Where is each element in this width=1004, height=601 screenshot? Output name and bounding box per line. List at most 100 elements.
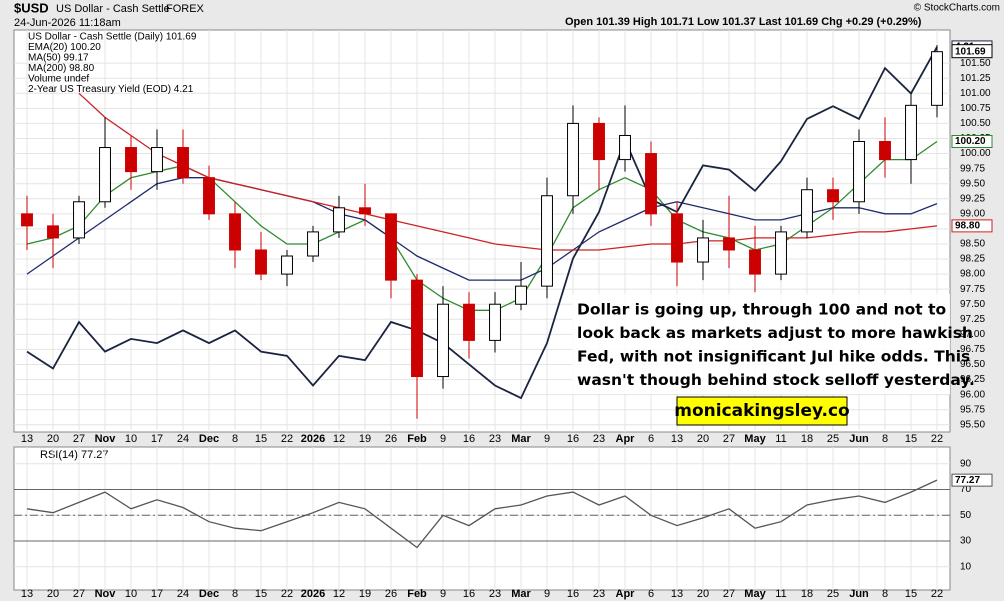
candle-body xyxy=(229,213,241,251)
quote: Open 101.39 High 101.71 Low 101.37 Last … xyxy=(565,16,922,28)
y-tick-label: 97.25 xyxy=(960,314,985,325)
x-tick-label: 20 xyxy=(47,433,59,445)
candle-body xyxy=(255,249,267,275)
x-tick-label: 19 xyxy=(359,433,371,445)
y-tick-label: 97.50 xyxy=(960,299,985,310)
candle-body xyxy=(515,285,527,305)
x-tick-label: 17 xyxy=(151,588,163,600)
x-tick-label: 25 xyxy=(827,433,839,445)
x-tick-label: 8 xyxy=(232,433,238,445)
date: 24-Jun-2026 11:18am xyxy=(14,17,121,29)
candle-body xyxy=(749,249,761,275)
candle-body xyxy=(437,303,449,378)
candle-body xyxy=(99,147,111,203)
x-tick-label: Apr xyxy=(616,433,636,445)
value-tag-label: 98.80 xyxy=(955,221,980,232)
annotation-line: wasn't though behind stock selloff yeste… xyxy=(577,371,975,389)
x-tick-label: 9 xyxy=(544,588,550,600)
x-tick-label: 22 xyxy=(931,433,943,445)
x-tick-label: 27 xyxy=(73,588,85,600)
badge-bg xyxy=(676,396,848,426)
x-tick-label: Mar xyxy=(511,588,531,600)
series-line xyxy=(78,92,938,251)
annotation-line: look back as markets adjust to more hawk… xyxy=(577,324,973,342)
candle-body xyxy=(73,201,85,239)
y-tick-label: 95.75 xyxy=(960,404,985,415)
value-tag-label: 100.20 xyxy=(955,136,986,147)
x-tick-label: Dec xyxy=(199,588,219,600)
candle-body xyxy=(203,177,215,215)
y-tick-label: 100.75 xyxy=(960,103,991,114)
x-tick-label: Nov xyxy=(95,588,117,600)
x-tick-label: 26 xyxy=(385,433,397,445)
x-tick-label: 25 xyxy=(827,588,839,600)
y-tick-label: 99.50 xyxy=(960,178,985,189)
candle-body xyxy=(177,147,189,179)
x-tick-label: 22 xyxy=(281,588,293,600)
value-tag-label: 101.69 xyxy=(955,46,986,57)
x-tick-label: 12 xyxy=(333,588,345,600)
x-tick-label: 18 xyxy=(801,588,813,600)
x-tick-label: 22 xyxy=(931,588,943,600)
candle-body xyxy=(21,213,33,227)
candle-body xyxy=(931,51,943,106)
x-tick-label: 23 xyxy=(593,433,605,445)
x-tick-label: 16 xyxy=(567,433,579,445)
value-tag xyxy=(951,473,993,487)
y-tick-label: 97.75 xyxy=(960,284,985,295)
y-tick-label: 101.25 xyxy=(960,73,991,84)
legend-entry: MA(200) 98.80 xyxy=(28,63,95,74)
y-tick-label: 96.75 xyxy=(960,344,985,355)
credit: © StockCharts.com xyxy=(914,3,1000,14)
x-tick-label: 16 xyxy=(567,588,579,600)
x-tick-label: 13 xyxy=(671,433,683,445)
x-tick-label: 13 xyxy=(671,588,683,600)
y-tick-label: 98.00 xyxy=(960,269,985,280)
candle-body xyxy=(853,140,865,203)
candle-body xyxy=(307,231,319,257)
candle-body xyxy=(567,122,579,197)
x-tick-label: 2026 xyxy=(301,433,325,445)
x-tick-label: 8 xyxy=(882,588,888,600)
x-tick-label: Jun xyxy=(849,433,869,445)
x-tick-label: 27 xyxy=(73,433,85,445)
x-tick-label: 23 xyxy=(489,433,501,445)
candle-body xyxy=(645,153,657,215)
x-tick-label: 17 xyxy=(151,433,163,445)
annotation-bg xyxy=(572,294,950,394)
y-tick-label: 30 xyxy=(960,536,972,547)
candle-body xyxy=(359,207,371,215)
x-tick-label: 12 xyxy=(333,433,345,445)
candle-body xyxy=(801,189,813,233)
legend-entry: US Dollar - Cash Settle (Daily) 101.69 xyxy=(28,32,197,43)
x-tick-label: May xyxy=(744,588,766,600)
y-tick-label: 96.25 xyxy=(960,374,985,385)
legend-entry: MA(50) 99.17 xyxy=(28,53,89,64)
x-tick-label: 9 xyxy=(544,433,550,445)
y-tick-label: 95.50 xyxy=(960,419,985,430)
x-tick-label: 6 xyxy=(648,588,654,600)
candle-body xyxy=(385,213,397,281)
annotation-line: Fed, with not insignificant Jul hike odd… xyxy=(577,348,970,366)
x-tick-label: 10 xyxy=(125,588,137,600)
rsi-panel xyxy=(13,446,951,591)
rsi-title: RSI(14) 77.27 xyxy=(40,449,108,461)
x-tick-label: 15 xyxy=(255,588,267,600)
candle-body xyxy=(47,225,59,239)
candle-body xyxy=(281,255,293,275)
candle-body xyxy=(697,237,709,263)
y-tick-label: 99.25 xyxy=(960,193,985,204)
x-tick-label: 11 xyxy=(775,433,786,445)
candle-body xyxy=(463,303,475,341)
instrument-name: US Dollar - Cash Settle xyxy=(56,3,170,15)
candle-body xyxy=(723,237,735,251)
y-tick-label: 96.50 xyxy=(960,359,985,370)
x-tick-label: 2026 xyxy=(301,588,325,600)
value-tag xyxy=(951,134,993,148)
x-tick-label: 20 xyxy=(697,433,709,445)
x-tick-label: 27 xyxy=(723,588,735,600)
y-tick-label: 101.50 xyxy=(960,58,991,69)
y-tick-label: 70 xyxy=(960,484,972,495)
y-tick-label: 100.50 xyxy=(960,118,991,129)
y-tick-label: 10 xyxy=(960,561,972,572)
